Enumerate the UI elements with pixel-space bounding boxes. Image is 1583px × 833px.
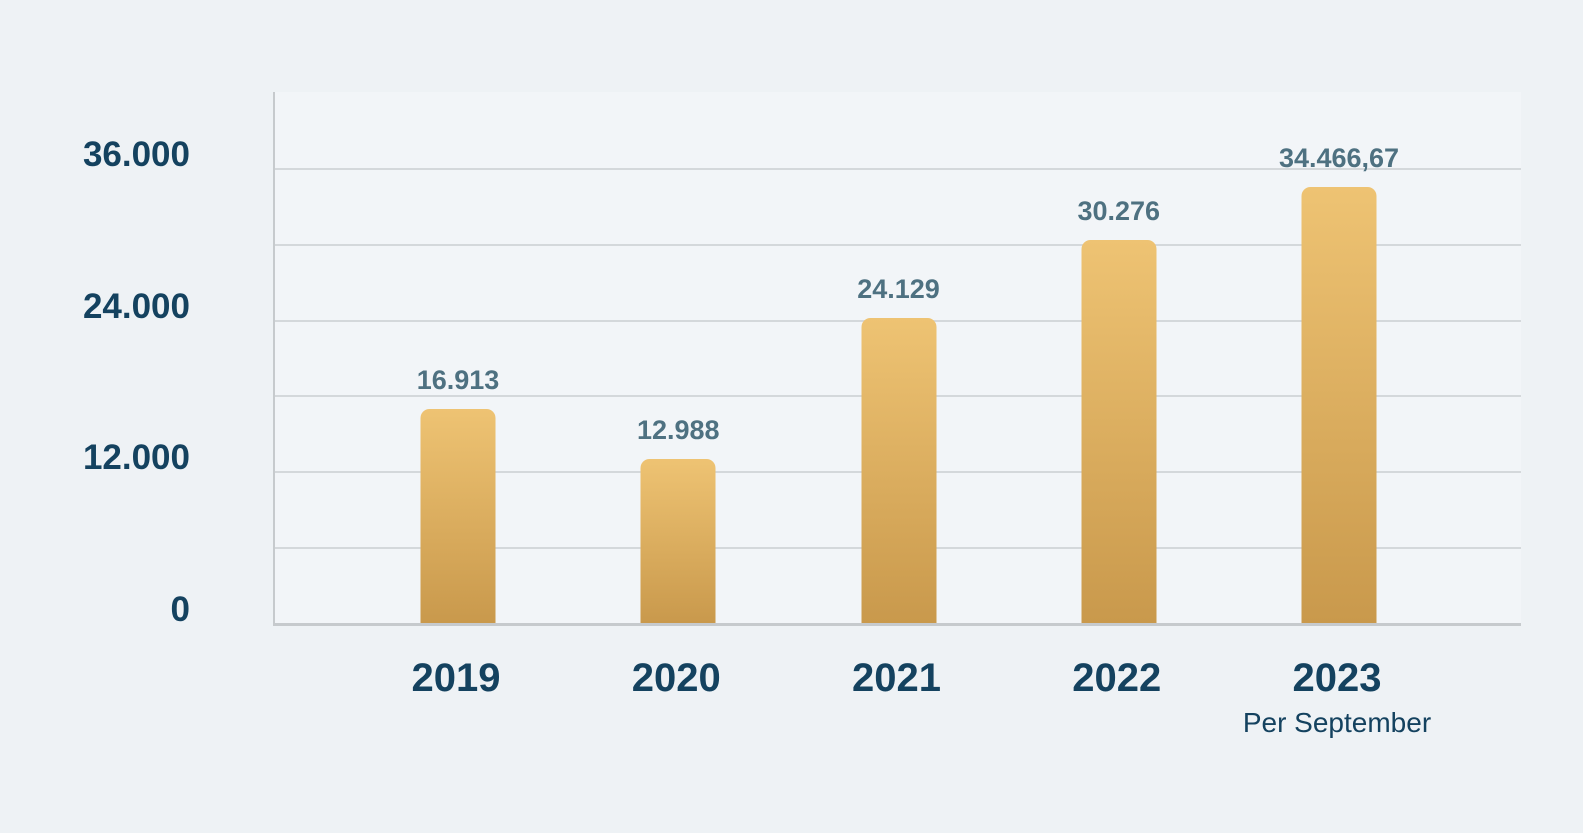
bar-value-label: 34.466,67: [1278, 143, 1400, 174]
bar-value-label: 24.129: [857, 273, 940, 304]
plot-area: 16.913 12.988 24.129 30.276 34.466,67: [273, 92, 1521, 626]
x-axis-label-2021: 2021: [852, 656, 941, 700]
y-axis-tick-label: 12.000: [82, 438, 190, 478]
bar-2023: [1301, 187, 1377, 623]
x-axis-slot-2022: 2022: [1007, 623, 1227, 701]
bar-slot-2022: 30.276: [1009, 92, 1229, 623]
bar-2021: [861, 317, 936, 623]
bar-value-label: 12.988: [636, 414, 720, 445]
bar-slot-2020: 12.988: [568, 92, 788, 623]
y-axis-tick-label: 24.000: [82, 286, 190, 326]
y-axis-tick-label: 36.000: [82, 134, 190, 174]
bar-2019: [420, 409, 496, 623]
x-axis-label-2019: 2019: [411, 656, 501, 700]
bar-2020: [640, 458, 716, 623]
x-axis-slot-2019: 2019: [346, 623, 566, 701]
x-axis-label-2020: 2020: [631, 656, 721, 700]
bar-2022: [1081, 240, 1157, 623]
gridline: [275, 167, 1521, 170]
bar-slot-2023: 34.466,67: [1229, 92, 1449, 623]
x-axis-slot-2020: 2020: [566, 623, 786, 701]
bar-slot-2019: 16.913: [348, 92, 568, 623]
x-axis-slot-2023: 2023 Per September: [1227, 623, 1447, 739]
bar-slot-2021: 24.129: [789, 92, 1009, 623]
x-axis-slot-2021: 2021: [787, 623, 1007, 701]
gridline: [275, 243, 1521, 246]
y-axis-tick-label: 0: [170, 589, 190, 629]
x-axis-label-2022: 2022: [1072, 656, 1162, 700]
bar-value-label: 30.276: [1077, 196, 1161, 227]
x-axis-sub-label: Per September: [1242, 706, 1432, 738]
bar-value-label: 16.913: [416, 365, 500, 396]
x-axis-label-2023: 2023: [1292, 656, 1382, 700]
